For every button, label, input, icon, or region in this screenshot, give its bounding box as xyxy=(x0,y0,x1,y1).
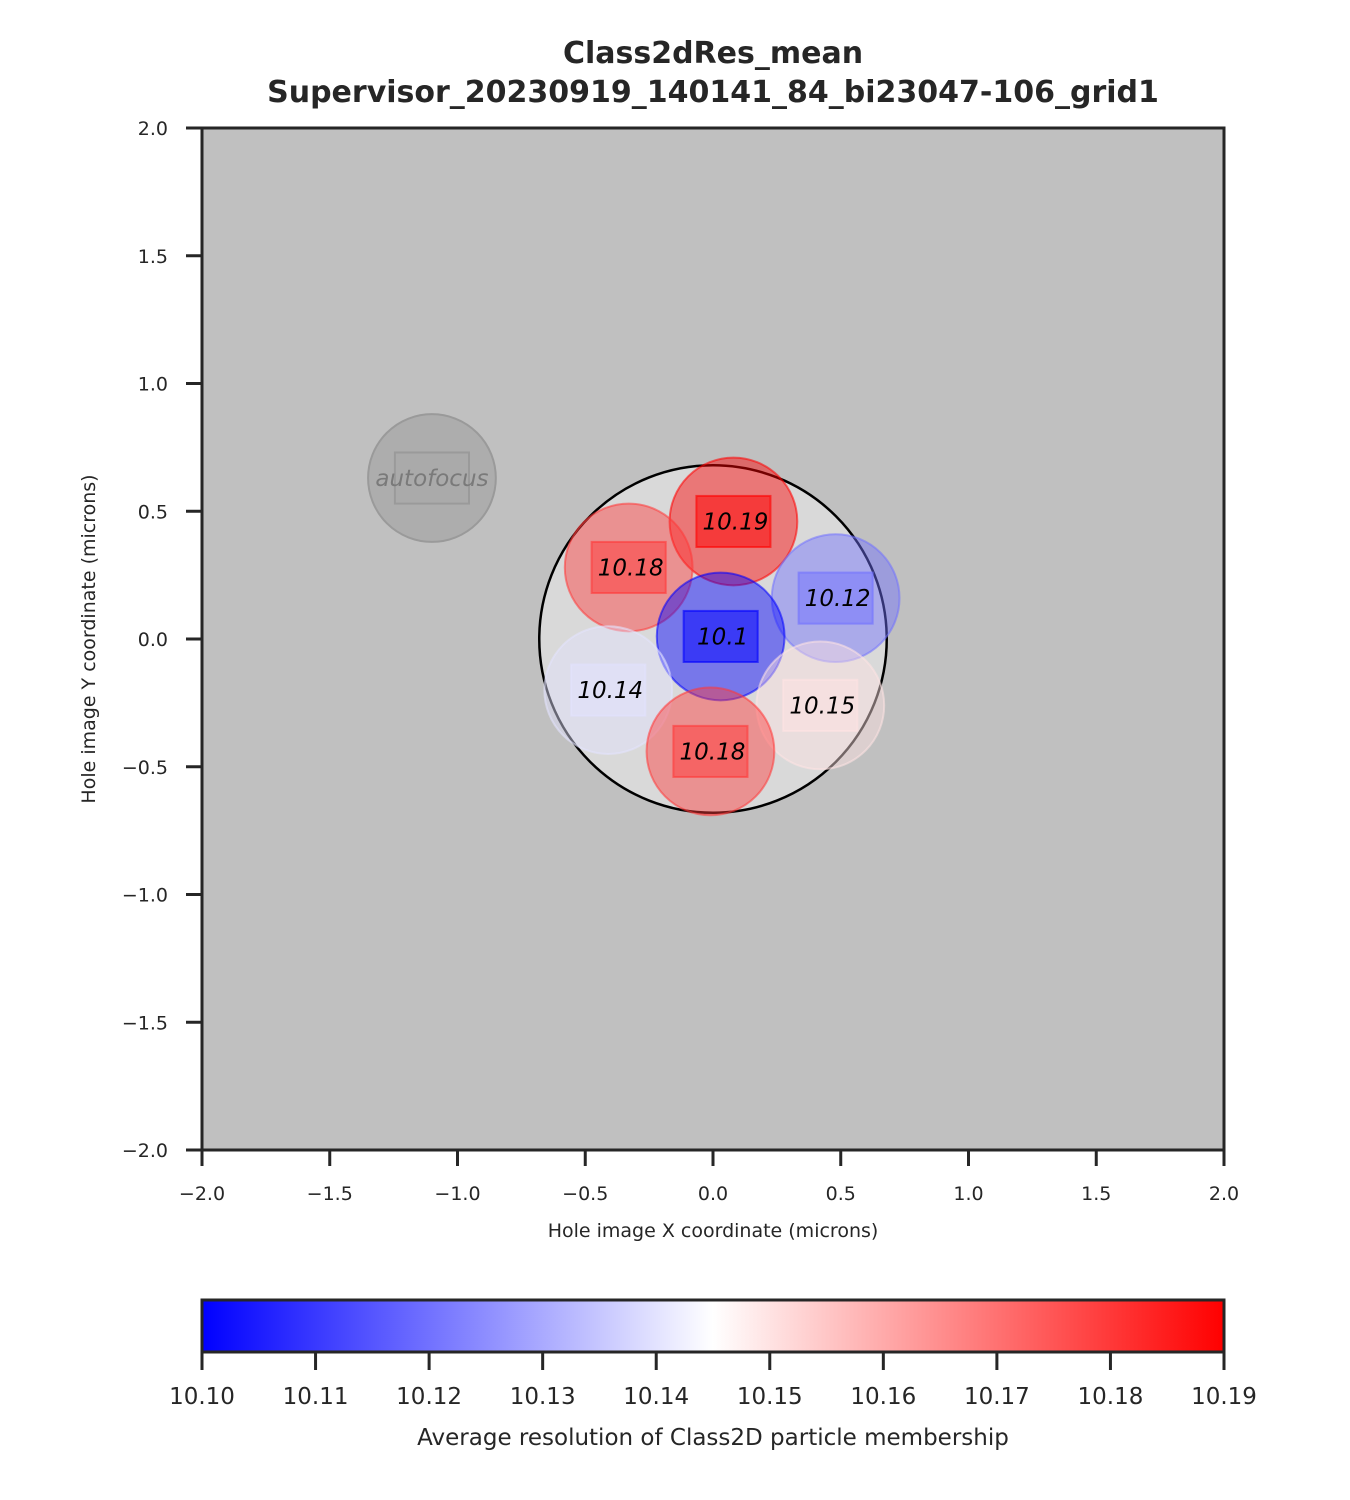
shot-box xyxy=(682,609,759,663)
y-axis-label: Hole image Y coordinate (microns) xyxy=(78,474,100,803)
shot-box xyxy=(570,663,647,717)
shot-value-label: 10.18 xyxy=(680,739,746,765)
shot-box xyxy=(590,540,667,595)
shot-value-label: 10.1 xyxy=(697,624,748,650)
shot-value-label: 10.18 xyxy=(598,555,664,581)
y-tick-label: 0.5 xyxy=(138,501,168,523)
x-axis-label: Hole image X coordinate (microns) xyxy=(548,1220,879,1242)
colorbar xyxy=(200,1298,1226,1354)
x-tick-label: −0.5 xyxy=(562,1183,608,1205)
chart-title: Class2dRes_mean xyxy=(563,36,863,71)
colorbar-tick-label: 10.10 xyxy=(169,1384,235,1410)
x-tick-label: −1.5 xyxy=(307,1183,353,1205)
y-tick-label: −1.0 xyxy=(122,885,168,907)
y-tick-label: 0.0 xyxy=(138,629,168,651)
shot-box xyxy=(797,571,874,625)
shot-box xyxy=(695,494,772,549)
colorbar-tick-label: 10.14 xyxy=(623,1384,689,1410)
colorbar-tick-label: 10.11 xyxy=(283,1384,349,1410)
x-tick-label: −2.0 xyxy=(179,1183,225,1205)
x-tick-label: 0.5 xyxy=(826,1183,856,1205)
y-tick-label: −1.5 xyxy=(122,1012,168,1034)
colorbar-tick-label: 10.19 xyxy=(1191,1384,1257,1410)
plot-area: autofocus 10.19 10.18 10.12 10.1 10.14 10.15 10… xyxy=(367,413,901,817)
colorbar-tick-label: 10.18 xyxy=(1078,1384,1144,1410)
y-tick-label: −0.5 xyxy=(122,757,168,779)
colorbar-label: Average resolution of Class2D particle m… xyxy=(417,1425,1009,1451)
shot-value-label: 10.19 xyxy=(703,509,769,535)
x-tick-label: 0.0 xyxy=(698,1183,728,1205)
x-tick-label: −1.0 xyxy=(434,1183,480,1205)
x-tick-label: 1.0 xyxy=(953,1183,983,1205)
y-axis: 2.0 1.5 1.0 0.5 0.0 −0.5 −1.0 −1.5 −2.0 xyxy=(122,118,202,1162)
colorbar-tick-label: 10.13 xyxy=(510,1384,576,1410)
colorbar-tick-label: 10.15 xyxy=(737,1384,803,1410)
shot-value-label: 10.14 xyxy=(577,678,643,704)
colorbar-tick-label: 10.16 xyxy=(850,1384,916,1410)
y-tick-label: 1.5 xyxy=(138,246,168,268)
shot-box xyxy=(672,724,749,778)
y-tick-label: −2.0 xyxy=(122,1140,168,1162)
x-axis: −2.0 −1.5 −1.0 −0.5 0.0 0.5 1.0 1.5 2.0 xyxy=(179,1150,1239,1205)
shot-box xyxy=(782,678,859,732)
x-tick-label: 1.5 xyxy=(1081,1183,1111,1205)
colorbar-tick-label: 10.17 xyxy=(964,1384,1030,1410)
autofocus-box xyxy=(393,451,470,505)
chart-subtitle: Supervisor_20230919_140141_84_bi23047-10… xyxy=(267,75,1159,110)
shot-value-label: 10.12 xyxy=(805,586,871,612)
y-tick-label: 1.0 xyxy=(138,374,168,396)
y-tick-label: 2.0 xyxy=(138,118,168,140)
shot-value-label: 10.15 xyxy=(789,693,855,719)
autofocus-label: autofocus xyxy=(375,466,488,492)
colorbar-ticks: 10.10 10.11 10.12 10.13 10.14 10.15 10.16 10.17… xyxy=(169,1352,1257,1410)
colorbar-tick-label: 10.12 xyxy=(396,1384,462,1410)
x-tick-label: 2.0 xyxy=(1209,1183,1239,1205)
